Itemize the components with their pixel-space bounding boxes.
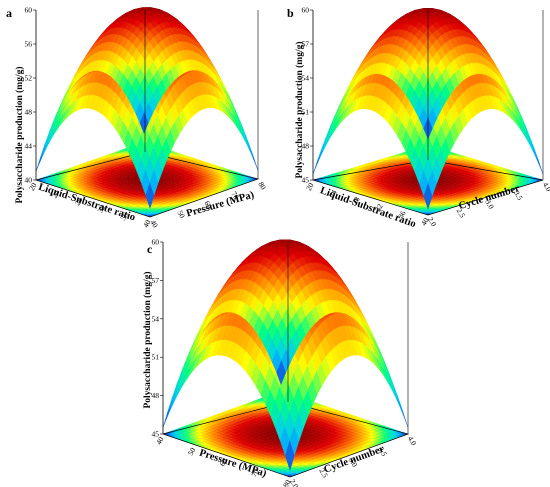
- z-tick-label: 51: [152, 353, 160, 362]
- y-tick-label: 4.0: [541, 180, 550, 193]
- y-tick-labels: 40 50 60 70 80: [148, 180, 268, 229]
- x-tick-label: 20: [27, 181, 39, 192]
- surface-facet: [384, 370, 395, 395]
- x-tick-labels: 20 24 28 32 36 40: [27, 181, 153, 229]
- z-axis-label: Polysaccharide production (mg/g): [14, 66, 25, 203]
- surface-facet: [389, 379, 400, 405]
- x-tick-label: 24: [50, 188, 62, 199]
- z-tick-label: 54: [302, 74, 310, 83]
- x-tick-label: 40: [141, 218, 153, 229]
- surface-facet: [40, 137, 50, 162]
- z-tick-label: 51: [302, 108, 310, 117]
- z-tick-label: 56: [25, 40, 33, 49]
- z-tick-label: 54: [152, 314, 160, 323]
- x-tick-label: 36: [118, 211, 130, 222]
- y-tick-label: 50: [175, 209, 187, 220]
- panel-letter-a: a: [6, 6, 12, 20]
- panel-letter-b: b: [287, 6, 294, 20]
- surface-facet: [139, 112, 149, 134]
- z-tick-label: 48: [152, 391, 160, 400]
- z-tick-label: 60: [302, 6, 310, 15]
- z-tick-label: 48: [302, 142, 310, 151]
- y-tick-label: 4.0: [406, 434, 419, 447]
- y-tick-label: 2.0: [426, 215, 439, 228]
- contour-map: [35, 141, 259, 218]
- contour-map: [312, 144, 544, 216]
- surface-facet: [321, 131, 331, 154]
- panel-a: a Polysaccharide production (mg/g) 40444…: [6, 6, 268, 230]
- x-tick-label: 32: [95, 203, 107, 214]
- z-tick-labels: 40 44 48 52 56 60: [25, 6, 36, 185]
- y-tick-label: 80: [256, 180, 268, 191]
- panel-c: c Polysaccharide production (mg/g) 45485…: [142, 238, 419, 487]
- surface-facet: [162, 400, 173, 428]
- z-tick-label: 60: [25, 6, 33, 15]
- surface-facet: [317, 140, 327, 164]
- z-axis-label: Polysaccharide production (mg/g): [142, 271, 153, 408]
- surface-facet: [525, 131, 535, 154]
- y-tick-label: 40: [148, 218, 160, 229]
- surface-facet: [167, 389, 178, 416]
- z-tick-label: 60: [152, 238, 160, 247]
- surface-facet: [35, 147, 45, 172]
- x-tick-label: 50: [186, 446, 198, 457]
- z-tick-label: 40: [25, 176, 33, 185]
- surface-facet: [241, 128, 250, 151]
- x-tick-label: 28: [73, 196, 85, 207]
- z-tick-label: 57: [152, 276, 160, 285]
- y-tick-label: 70: [229, 190, 241, 201]
- z-tick-label: 57: [302, 40, 310, 49]
- z-tick-label: 52: [25, 74, 33, 83]
- panel-b: b Polysaccharide production (mg/g) 45485…: [287, 6, 550, 231]
- z-tick-label: 48: [25, 108, 33, 117]
- z-tick-label: 44: [25, 142, 33, 151]
- surface-facet: [529, 140, 539, 164]
- y-tick-label: 60: [202, 199, 214, 210]
